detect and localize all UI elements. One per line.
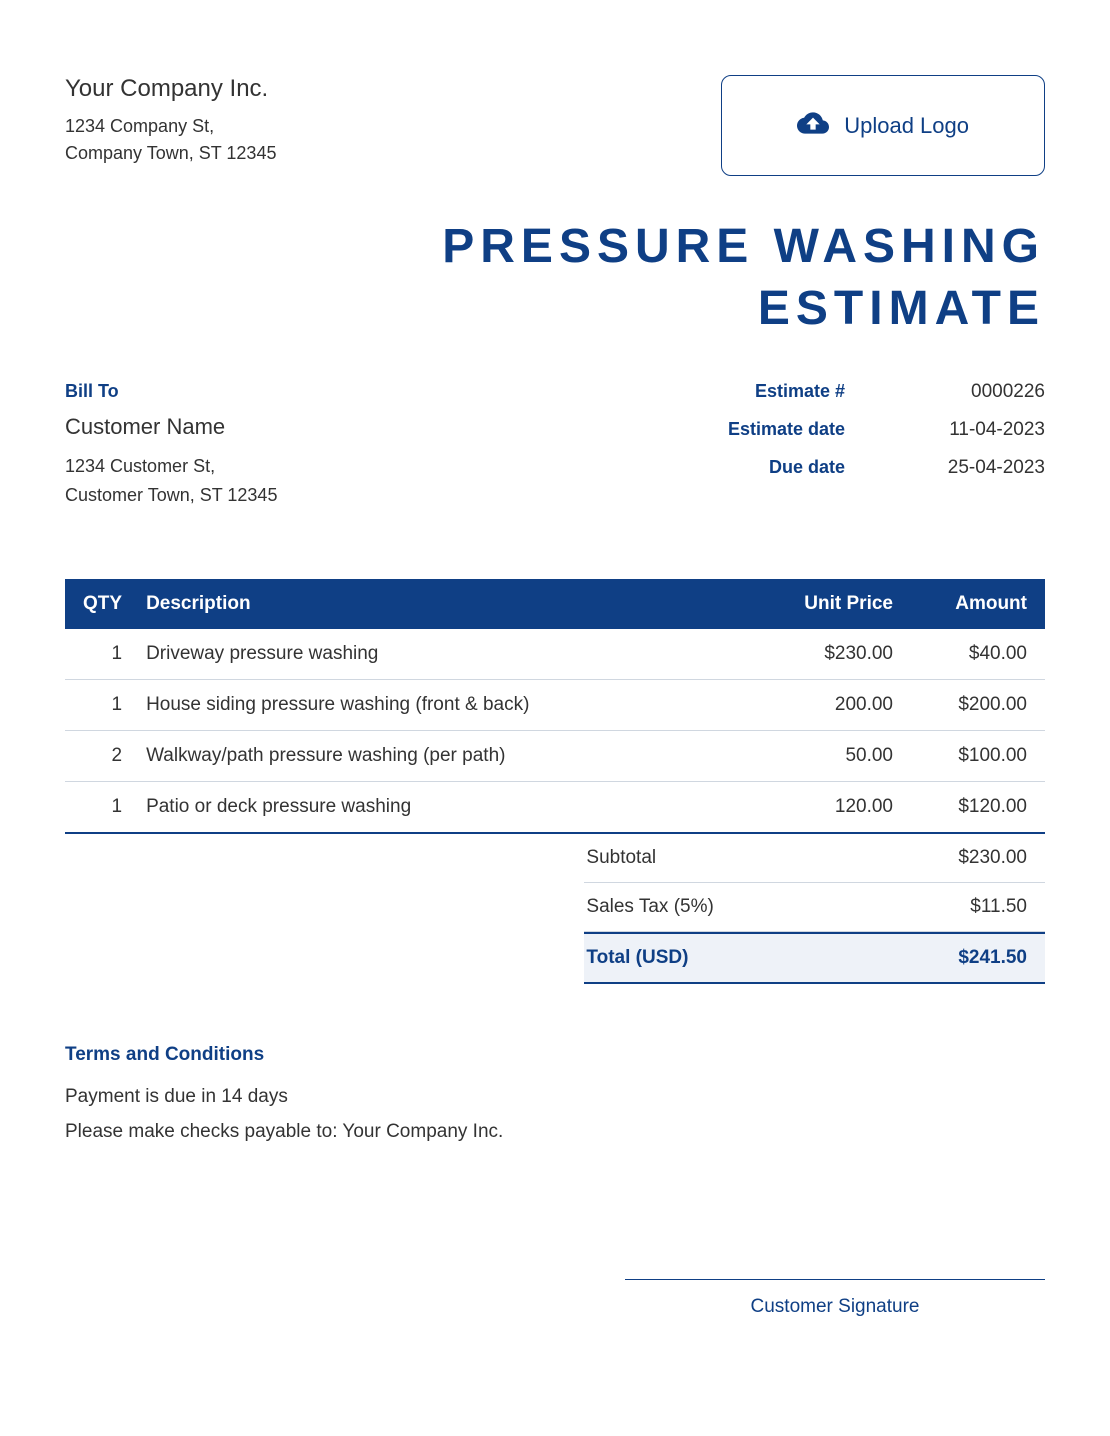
company-address: 1234 Company St, Company Town, ST 12345 [65,113,721,167]
title-line1: PRESSURE WASHING [65,216,1045,278]
subtotal-row: Subtotal $230.00 [584,834,1045,883]
subtotal-label: Subtotal [584,847,656,869]
amount-cell: $40.00 [905,629,1045,680]
company-info: Your Company Inc. 1234 Company St, Compa… [65,75,721,167]
subtotal-value: $230.00 [958,847,1027,869]
qty-cell: 1 [65,782,134,834]
table-row: 1 Driveway pressure washing $230.00 $40.… [65,629,1045,680]
price-cell: 120.00 [745,782,905,834]
customer-address-line2: Customer Town, ST 12345 [65,481,645,510]
customer-address-line1: 1234 Customer St, [65,452,645,481]
customer-address: 1234 Customer St, Customer Town, ST 1234… [65,452,645,510]
company-address-line1: 1234 Company St, [65,113,721,140]
qty-cell: 2 [65,731,134,782]
tax-value: $11.50 [970,896,1027,918]
estimate-number-value: 0000226 [905,381,1045,403]
items-table-body: 1 Driveway pressure washing $230.00 $40.… [65,629,1045,833]
header-description: Description [134,579,745,629]
price-cell: 200.00 [745,680,905,731]
signature-area: Customer Signature [625,1279,1045,1318]
terms-text: Payment is due in 14 days Please make ch… [65,1080,1045,1148]
estimate-number-label: Estimate # [645,381,905,402]
amount-cell: $200.00 [905,680,1045,731]
terms: Terms and Conditions Payment is due in 1… [65,1044,1045,1148]
company-name: Your Company Inc. [65,75,721,103]
amount-cell: $100.00 [905,731,1045,782]
grand-total-label: Total (USD) [584,947,688,969]
estimate-date-value: 11-04-2023 [905,419,1045,441]
estimate-meta: Estimate # 0000226 Estimate date 11-04-2… [645,381,1045,510]
header-unit-price: Unit Price [745,579,905,629]
table-row: 2 Walkway/path pressure washing (per pat… [65,731,1045,782]
info-section: Bill To Customer Name 1234 Customer St, … [65,381,1045,510]
header-amount: Amount [905,579,1045,629]
totals: Subtotal $230.00 Sales Tax (5%) $11.50 T… [584,834,1045,984]
header: Your Company Inc. 1234 Company St, Compa… [65,75,1045,176]
tax-label: Sales Tax (5%) [584,896,713,918]
description-cell: Patio or deck pressure washing [134,782,745,834]
document-title: PRESSURE WASHING ESTIMATE [65,216,1045,341]
tax-row: Sales Tax (5%) $11.50 [584,883,1045,932]
grand-total-row: Total (USD) $241.50 [584,932,1045,984]
qty-cell: 1 [65,629,134,680]
price-cell: 50.00 [745,731,905,782]
terms-line1: Payment is due in 14 days [65,1080,1045,1114]
description-cell: Walkway/path pressure washing (per path) [134,731,745,782]
description-cell: Driveway pressure washing [134,629,745,680]
grand-total-value: $241.50 [958,947,1027,969]
header-qty: QTY [65,579,134,629]
terms-heading: Terms and Conditions [65,1044,1045,1066]
price-cell: $230.00 [745,629,905,680]
terms-line2: Please make checks payable to: Your Comp… [65,1115,1045,1149]
bill-to-label: Bill To [65,381,645,402]
meta-row-estimate-number: Estimate # 0000226 [645,381,1045,403]
table-row: 1 Patio or deck pressure washing 120.00 … [65,782,1045,834]
items-table-header: QTY Description Unit Price Amount [65,579,1045,629]
cloud-upload-icon [797,111,829,140]
title-line2: ESTIMATE [65,278,1045,340]
due-date-value: 25-04-2023 [905,457,1045,479]
amount-cell: $120.00 [905,782,1045,834]
due-date-label: Due date [645,457,905,478]
table-row: 1 House siding pressure washing (front &… [65,680,1045,731]
upload-logo-label: Upload Logo [844,113,969,139]
items-table: QTY Description Unit Price Amount 1 Driv… [65,579,1045,834]
meta-row-due-date: Due date 25-04-2023 [645,457,1045,479]
upload-logo-button[interactable]: Upload Logo [721,75,1045,176]
estimate-date-label: Estimate date [645,419,905,440]
bill-to: Bill To Customer Name 1234 Customer St, … [65,381,645,510]
signature-label: Customer Signature [625,1296,1045,1318]
company-address-line2: Company Town, ST 12345 [65,140,721,167]
customer-name: Customer Name [65,414,645,440]
description-cell: House siding pressure washing (front & b… [134,680,745,731]
meta-row-estimate-date: Estimate date 11-04-2023 [645,419,1045,441]
qty-cell: 1 [65,680,134,731]
